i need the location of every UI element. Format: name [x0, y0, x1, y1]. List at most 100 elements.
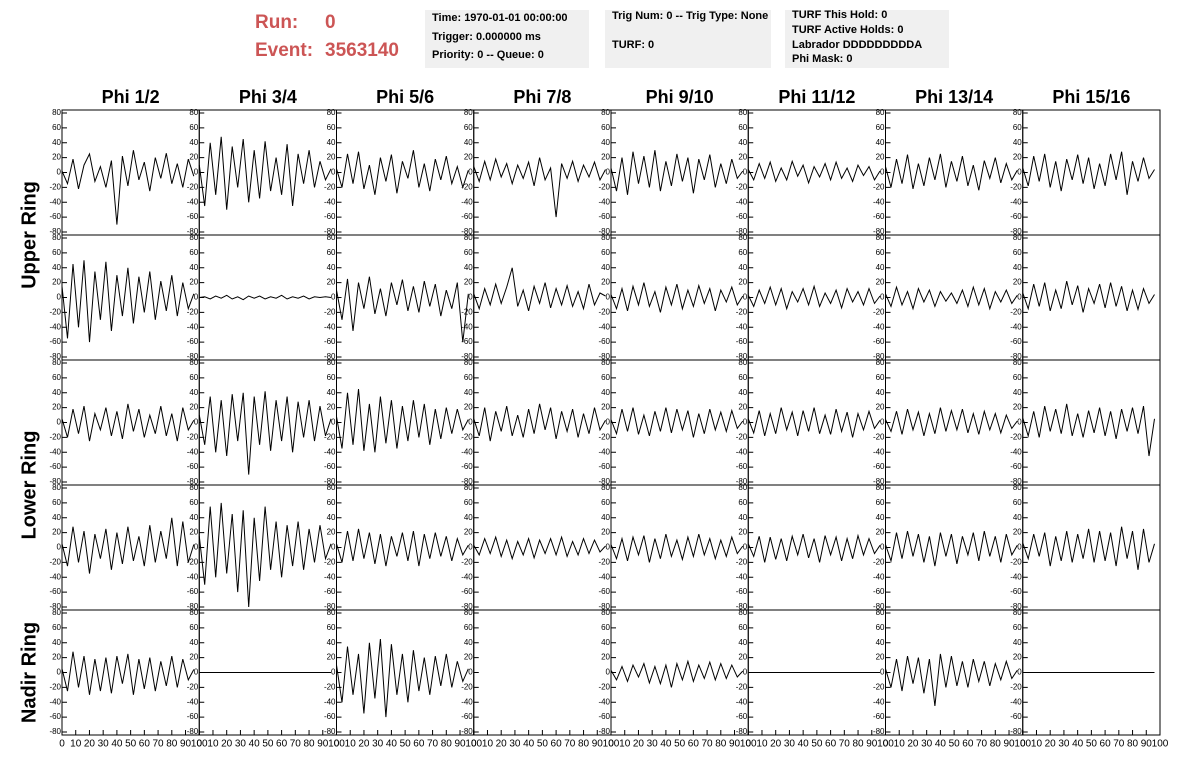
- y-tick-label: 60: [738, 123, 747, 132]
- column-header: Phi 15/16: [1052, 87, 1130, 107]
- info-line: Labrador DDDDDDDDDA: [792, 39, 922, 51]
- x-tick-label: 50: [400, 739, 412, 750]
- y-tick-label: -40: [736, 447, 748, 456]
- y-tick-label: -80: [1010, 727, 1022, 736]
- y-tick-label: 80: [876, 608, 885, 617]
- waveform: [610, 282, 744, 313]
- x-tick-label: 60: [276, 739, 288, 750]
- y-tick-label: 80: [1013, 233, 1022, 242]
- y-tick-label: -40: [324, 322, 336, 331]
- y-tick-label: 0: [194, 418, 199, 427]
- y-tick-label: 60: [601, 498, 610, 507]
- x-tick-label: 40: [798, 739, 810, 750]
- y-tick-label: 20: [1013, 653, 1022, 662]
- y-tick-label: 80: [327, 108, 336, 117]
- y-tick-label: -60: [49, 212, 61, 221]
- y-tick-label: -60: [324, 462, 336, 471]
- y-tick-label: -60: [1010, 462, 1022, 471]
- y-tick-label: -20: [873, 557, 885, 566]
- y-tick-label: 60: [189, 498, 198, 507]
- x-tick-label: 80: [441, 739, 453, 750]
- y-tick-label: -80: [461, 727, 473, 736]
- y-tick-label: 0: [606, 418, 611, 427]
- y-tick-label: 0: [606, 668, 611, 677]
- waveform: [61, 260, 195, 343]
- y-tick-label: -20: [1010, 432, 1022, 441]
- y-tick-label: 80: [738, 233, 747, 242]
- x-tick-label: 80: [1127, 739, 1139, 750]
- x-tick-label: 20: [633, 739, 645, 750]
- y-tick-label: -80: [49, 727, 61, 736]
- y-tick-label: 20: [876, 403, 885, 412]
- y-tick-label: 40: [189, 388, 198, 397]
- y-tick-label: -40: [1010, 197, 1022, 206]
- y-tick-label: 60: [52, 123, 61, 132]
- y-tick-label: 60: [52, 373, 61, 382]
- x-tick-label: 90: [1003, 739, 1015, 750]
- y-tick-label: 60: [327, 498, 336, 507]
- x-tick-label: 60: [1100, 739, 1112, 750]
- y-tick-label: -60: [873, 337, 885, 346]
- x-tick-label: 60: [139, 739, 151, 750]
- y-tick-label: -60: [873, 462, 885, 471]
- y-tick-label: -60: [1010, 712, 1022, 721]
- y-tick-label: 60: [1013, 498, 1022, 507]
- y-tick-label: -20: [873, 432, 885, 441]
- y-tick-label: 40: [1013, 513, 1022, 522]
- y-tick-label: 80: [189, 108, 198, 117]
- y-tick-label: -40: [873, 572, 885, 581]
- y-tick-label: -40: [49, 572, 61, 581]
- x-tick-label: 30: [1058, 739, 1070, 750]
- panel-frame: [61, 359, 200, 486]
- y-tick-label: 40: [327, 638, 336, 647]
- y-tick-label: 40: [738, 638, 747, 647]
- waveform: [61, 403, 195, 442]
- y-tick-label: 80: [1013, 358, 1022, 367]
- y-tick-label: -20: [873, 682, 885, 691]
- y-tick-label: 80: [1013, 108, 1022, 117]
- y-tick-label: 0: [194, 293, 199, 302]
- waveform: [610, 533, 744, 563]
- y-tick-label: -40: [324, 572, 336, 581]
- y-tick-label: -60: [598, 212, 610, 221]
- y-tick-label: 20: [601, 153, 610, 162]
- panel-frame: [610, 484, 749, 611]
- waveform: [336, 388, 469, 453]
- y-tick-label: 40: [189, 638, 198, 647]
- info-text: Time: 1970-01-01 00:00:00 Trigger: 0.0000…: [432, 9, 922, 65]
- y-tick-label: 20: [52, 653, 61, 662]
- y-tick-label: -80: [187, 727, 199, 736]
- y-tick-label: -20: [187, 182, 199, 191]
- y-tick-label: -40: [324, 447, 336, 456]
- y-tick-label: -20: [49, 682, 61, 691]
- y-tick-label: -80: [49, 477, 61, 486]
- y-tick-label: 60: [189, 248, 198, 257]
- waveform: [747, 284, 881, 311]
- y-tick-label: -40: [736, 197, 748, 206]
- y-tick-label: -40: [324, 197, 336, 206]
- panel-frame: [473, 609, 612, 736]
- y-tick-label: -60: [324, 337, 336, 346]
- y-tick-label: 40: [464, 388, 473, 397]
- y-tick-label: 60: [876, 623, 885, 632]
- y-tick-label: -20: [324, 557, 336, 566]
- waveform: [198, 136, 332, 210]
- y-tick-label: -40: [1010, 572, 1022, 581]
- y-tick-label: -20: [187, 557, 199, 566]
- y-tick-label: 40: [601, 263, 610, 272]
- y-tick-label: 80: [738, 108, 747, 117]
- x-tick-label: 70: [976, 739, 988, 750]
- column-header: Phi 11/12: [778, 87, 855, 107]
- y-tick-label: -20: [1010, 682, 1022, 691]
- y-tick-label: 80: [464, 608, 473, 617]
- event-value: 3563140: [325, 40, 399, 61]
- x-tick-label: 50: [1086, 739, 1098, 750]
- y-tick-label: -60: [873, 587, 885, 596]
- x-tick-label: 20: [907, 739, 919, 750]
- y-tick-label: -40: [49, 197, 61, 206]
- y-tick-label: -60: [873, 712, 885, 721]
- y-tick-label: -40: [49, 447, 61, 456]
- y-tick-label: 60: [876, 248, 885, 257]
- x-tick-label: 10: [482, 739, 494, 750]
- y-tick-label: -20: [736, 682, 748, 691]
